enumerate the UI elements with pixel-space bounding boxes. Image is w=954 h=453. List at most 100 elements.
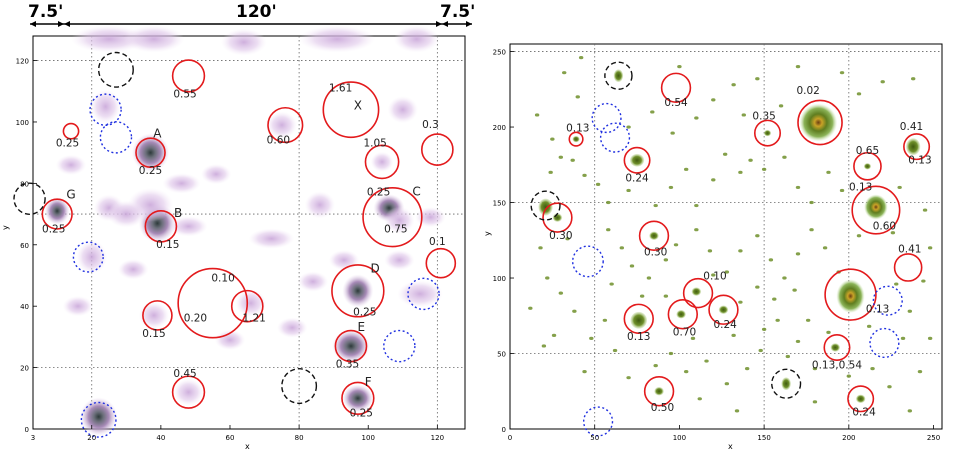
right-x-axis-label: x [728, 442, 733, 451]
source-circle-red [144, 210, 178, 243]
faint-source-speck [734, 409, 740, 413]
faint-source-speck [738, 170, 743, 174]
flux-value-label: 1.61 [329, 82, 352, 94]
flux-value-label: 0.35 [752, 110, 775, 122]
left-axis-ticks: 3 20 40 60 80 100 120 0 20 40 60 80 100 120 [16, 58, 444, 442]
intensity-blob [781, 377, 791, 391]
source-circle-red [708, 294, 739, 325]
faint-source-speck [755, 77, 760, 81]
right-axis-ticks: 0 50 100 150 200 250 0 50 100 150 200 250 [493, 49, 941, 442]
faint-source-speck [572, 309, 577, 313]
x-tick-label: 120 [431, 434, 444, 442]
source-circle-blue [99, 121, 133, 154]
source-circle-red [362, 186, 423, 248]
faint-source-speck [677, 65, 682, 69]
intensity-blob [415, 207, 446, 228]
faint-source-speck [907, 309, 913, 313]
source-circle-red [851, 185, 901, 235]
source-letter-label: E [358, 320, 366, 334]
right-faint-sources [528, 55, 933, 413]
source-circle-red [230, 289, 264, 323]
faint-source-speck [606, 200, 611, 205]
faint-source-speck [826, 170, 831, 174]
flux-value-label: 0.13 [908, 154, 931, 166]
source-circle-blue [383, 329, 416, 363]
faint-source-speck [711, 178, 716, 182]
flux-value-label: 0.10 [211, 273, 234, 285]
flux-value-label: 1.05 [363, 138, 386, 150]
x-tick-label: 150 [757, 434, 770, 442]
intensity-blob [62, 296, 94, 317]
source-circle-red [847, 385, 875, 413]
flux-value-label: 0.15 [142, 328, 165, 340]
x-tick-label: 40 [156, 434, 165, 442]
intensity-blob [676, 310, 686, 319]
flux-value-label: 0.41 [900, 121, 923, 133]
source-circle-red [823, 333, 851, 361]
faint-source-speck [738, 249, 743, 253]
faint-source-speck [922, 208, 928, 212]
intensity-blob [649, 231, 659, 240]
faint-source-speck [809, 200, 814, 205]
faint-source-speck [612, 348, 618, 353]
source-letter-label: G [66, 188, 75, 202]
flux-value-label: 0.45 [173, 368, 196, 380]
left-margin-label: 7.5' [28, 2, 63, 22]
right-y-axis-label: y [483, 231, 492, 236]
right-plot-frame [509, 43, 943, 430]
intensity-blob [138, 301, 170, 329]
y-tick-label: 250 [493, 49, 506, 57]
flux-value-label: 0.54 [664, 97, 688, 109]
intensity-blob [863, 163, 872, 170]
flux-value-label: 0.20 [184, 313, 207, 325]
faint-source-speck [809, 228, 814, 232]
right-source-circles [530, 61, 931, 437]
faint-source-speck [626, 188, 631, 193]
faint-source-speck [782, 276, 787, 280]
intensity-blob [654, 387, 664, 396]
faint-source-speck [792, 288, 797, 292]
intensity-blob [763, 129, 772, 137]
faint-source-speck [629, 264, 635, 268]
intensity-blob [297, 271, 329, 292]
flux-value-label: 0.25 [350, 408, 373, 420]
y-tick-label: 200 [493, 124, 506, 132]
intensity-blob [393, 25, 440, 53]
intensity-blob [538, 198, 553, 216]
source-circle-red [322, 81, 380, 139]
source-circle-red [623, 303, 654, 334]
faint-source-speck [856, 92, 862, 96]
faint-source-speck [778, 104, 784, 108]
faint-source-speck [653, 203, 658, 208]
intensity-blob [613, 69, 624, 83]
x-tick-label: 3 [31, 434, 35, 442]
flux-value-label: 0.10 [703, 271, 726, 283]
source-circle-black [97, 51, 134, 88]
intensity-blob [276, 317, 308, 338]
flux-value-label: 0.24 [625, 172, 649, 184]
faint-source-speck [578, 55, 584, 60]
source-circle-red [171, 375, 206, 409]
faint-source-speck [795, 252, 801, 256]
flux-value-label: 0.75 [384, 224, 407, 236]
intensity-blob [118, 259, 149, 280]
intensity-blob [384, 206, 415, 234]
faint-source-speck [711, 98, 716, 102]
faint-source-speck [558, 291, 564, 295]
source-letter-label: F [365, 375, 372, 389]
faint-source-speck [761, 327, 767, 331]
faint-source-speck [890, 231, 896, 235]
intensity-blob [370, 151, 394, 173]
arrowhead-icon [442, 21, 448, 27]
flux-value-label: 0.13 [849, 181, 872, 193]
intensity-blob [304, 191, 336, 219]
y-tick-label: 100 [493, 275, 506, 283]
flux-value-label: 0.15 [156, 239, 179, 251]
faint-source-speck [606, 228, 611, 232]
y-tick-label: 0 [502, 426, 506, 434]
source-circle-red [682, 277, 714, 309]
source-letter-label: X [354, 99, 362, 113]
x-tick-label: 0 [508, 434, 512, 442]
faint-source-speck [673, 243, 679, 247]
